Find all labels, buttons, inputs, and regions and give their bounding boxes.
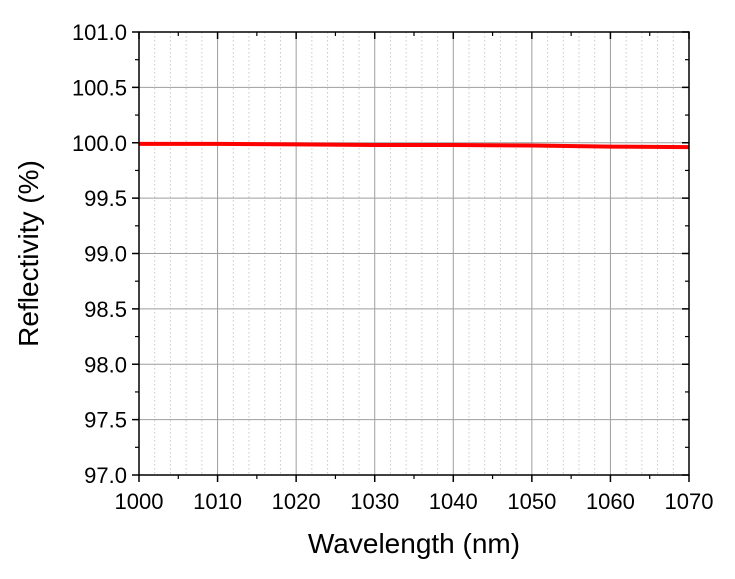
x-tick-labels: 1000 1010 1020 1030 1040 1050 1060 1070 <box>115 489 714 514</box>
y-axis-title: Reflectivity (%) <box>13 160 44 347</box>
x-axis-title: Wavelength (nm) <box>308 528 520 559</box>
y-tick-label: 98.0 <box>84 352 127 377</box>
y-tick-label: 97.5 <box>84 408 127 433</box>
y-tick-label: 99.5 <box>84 186 127 211</box>
y-tick-labels: 97.0 97.5 98.0 98.5 99.0 99.5 100.0 100.5 101.0 <box>72 20 127 488</box>
series-line <box>139 141 690 150</box>
y-tick-label: 99.0 <box>84 242 127 267</box>
x-tick-label: 1070 <box>665 489 714 514</box>
x-tick-label: 1020 <box>272 489 321 514</box>
y-tick-label: 98.5 <box>84 297 127 322</box>
x-tick-label: 1050 <box>507 489 556 514</box>
y-tick-label: 101.0 <box>72 20 127 45</box>
x-tick-label: 1030 <box>350 489 399 514</box>
x-tick-label: 1010 <box>193 489 242 514</box>
y-tick-label: 100.5 <box>72 75 127 100</box>
series-layer <box>139 141 690 150</box>
x-tick-label: 1000 <box>115 489 164 514</box>
x-tick-label: 1060 <box>586 489 635 514</box>
y-tick-label: 97.0 <box>84 463 127 488</box>
y-tick-label: 100.0 <box>72 131 127 156</box>
major-grid <box>139 32 689 475</box>
axis-ticks <box>132 31 690 482</box>
x-tick-label: 1040 <box>429 489 478 514</box>
